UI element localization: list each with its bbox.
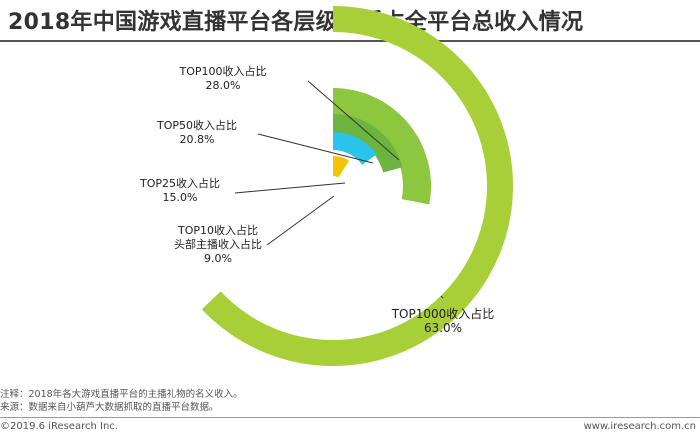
leader-line-5 (266, 195, 335, 246)
ring-segment-1 (201, 6, 513, 366)
data-label-value: 9.0% (204, 252, 232, 265)
copyright: ©2019.6 iResearch Inc. (0, 421, 118, 432)
note-line: 注释：2018年各大游戏直播平台的主播礼物的名义收入。 (0, 389, 243, 400)
leader-line-1 (440, 295, 444, 299)
website: www.iresearch.com.cn (583, 421, 696, 432)
ring-segment-5 (333, 156, 350, 178)
chart-title: 2018年中国游戏直播平台各层级主播占全平台总收入情况 (8, 10, 584, 35)
leader-line-3 (257, 133, 374, 164)
ring-segment-3 (333, 114, 403, 173)
data-label-text: 头部主播收入占比 (174, 237, 262, 251)
data-label-text: TOP50收入占比 (156, 118, 237, 132)
data-label-text: TOP10收入占比 (177, 223, 258, 237)
footer-divider (0, 417, 700, 418)
ring-segment-2 (333, 88, 431, 205)
leader-line-4 (234, 182, 346, 194)
data-label-value: 28.0% (206, 79, 241, 92)
title-divider (0, 40, 700, 42)
data-label-value: 63.0% (424, 321, 462, 335)
source-line: 来源：数据来自小葫芦大数据抓取的直播平台数据。 (0, 402, 219, 413)
data-label-text: TOP1000收入占比 (391, 306, 495, 321)
ring-segment-4 (333, 132, 377, 165)
data-label-value: 20.8% (180, 133, 215, 146)
data-label-value: 15.0% (163, 191, 198, 204)
notes: 注释：2018年各大游戏直播平台的主播礼物的名义收入。 来源：数据来自小葫芦大数… (0, 388, 243, 414)
data-label-text: TOP100收入占比 (178, 64, 266, 78)
leader-line-2 (307, 80, 400, 161)
data-label-text: TOP25收入占比 (139, 176, 220, 190)
